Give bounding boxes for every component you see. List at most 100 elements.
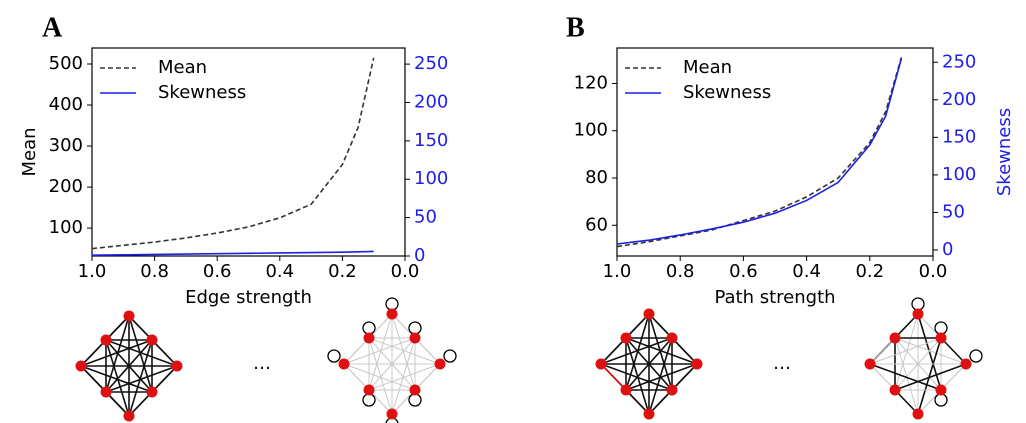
network-edge <box>128 391 153 417</box>
self-loop <box>362 393 376 407</box>
panel-label: A <box>42 12 63 43</box>
legend-label: Mean <box>158 57 207 78</box>
network-diagram <box>595 308 703 420</box>
y2-tick-label: 200 <box>942 89 976 110</box>
network-node <box>434 358 446 370</box>
y-tick-label: 500 <box>49 53 83 74</box>
network-node <box>75 360 87 372</box>
legend-label: Skewness <box>683 82 771 103</box>
network-node <box>666 384 678 396</box>
x-tick-label: 0.4 <box>792 261 821 282</box>
network-node <box>643 308 655 320</box>
x-axis-label: Edge strength <box>185 287 312 308</box>
network-edge <box>80 339 107 367</box>
x-tick-label: 0.4 <box>265 261 294 282</box>
y2-axis-label: Skewness <box>994 108 1015 196</box>
y-tick-label: 300 <box>49 135 83 156</box>
network-edge <box>343 337 370 365</box>
network-node <box>935 332 947 344</box>
y-tick-label: 200 <box>49 176 83 197</box>
y2-tick-label: 0 <box>942 239 953 260</box>
panel-label: B <box>566 12 585 43</box>
network-node <box>409 384 421 396</box>
network-node <box>386 408 398 420</box>
x-tick-label: 0.6 <box>729 261 758 282</box>
y-tick-label: 80 <box>585 167 608 188</box>
network-node <box>935 384 947 396</box>
network-edge <box>894 363 967 391</box>
network-edge <box>600 337 673 365</box>
network-node <box>171 360 183 372</box>
network-edge <box>105 391 130 417</box>
x-tick-label: 1.0 <box>78 261 107 282</box>
network-node <box>864 358 876 370</box>
network-node <box>123 310 135 322</box>
network-edge <box>671 337 698 365</box>
network-edge <box>600 337 627 365</box>
x-tick-label: 0.2 <box>328 261 357 282</box>
network-edge <box>128 339 153 417</box>
network-node <box>123 410 135 422</box>
network-edge <box>368 313 393 391</box>
network-node <box>409 332 421 344</box>
self-loop <box>969 349 983 363</box>
network-edge <box>368 389 393 415</box>
network-node <box>620 384 632 396</box>
network-diagram <box>864 297 983 420</box>
network-edge <box>648 337 673 415</box>
y-tick-label: 120 <box>574 72 608 93</box>
series-line <box>91 250 374 257</box>
x-axis-label: Path strength <box>714 287 835 308</box>
network-node <box>386 308 398 320</box>
network-node <box>363 384 375 396</box>
network-edge <box>391 389 416 415</box>
network-node <box>691 358 703 370</box>
network-edge <box>391 313 416 391</box>
y2-tick-label: 150 <box>414 130 448 151</box>
network-edge <box>917 313 942 391</box>
network-edge <box>343 337 416 365</box>
network-edge <box>391 337 416 415</box>
self-loop <box>385 297 399 311</box>
plot-frame <box>91 47 406 257</box>
x-tick-label: 0.0 <box>919 261 948 282</box>
network-edge <box>648 389 673 415</box>
y2-tick-label: 200 <box>414 91 448 112</box>
network-node <box>666 332 678 344</box>
x-tick-label: 0.2 <box>855 261 884 282</box>
y2-tick-label: 50 <box>942 201 965 222</box>
network-node <box>643 408 655 420</box>
legend-label: Mean <box>683 57 732 78</box>
network-node <box>100 334 112 346</box>
self-loop <box>443 349 457 363</box>
network-node <box>889 332 901 344</box>
network-node <box>912 308 924 320</box>
network-node <box>889 384 901 396</box>
y-tick-label: 400 <box>49 94 83 115</box>
legend-label: Skewness <box>158 82 246 103</box>
y2-tick-label: 50 <box>414 207 437 228</box>
network-edge <box>625 389 650 415</box>
network-diagram <box>327 297 457 423</box>
x-tick-label: 0.8 <box>140 261 169 282</box>
network-edge <box>917 389 942 415</box>
ellipsis: … <box>773 353 791 374</box>
network-node <box>146 334 158 346</box>
x-tick-label: 1.0 <box>603 261 632 282</box>
y2-tick-label: 250 <box>414 53 448 74</box>
network-node <box>363 332 375 344</box>
network-edge <box>368 337 393 415</box>
x-tick-label: 0.0 <box>391 261 420 282</box>
x-tick-label: 0.8 <box>666 261 695 282</box>
y-axis-label: Mean <box>19 127 40 176</box>
y-tick-label: 60 <box>585 214 608 235</box>
network-edge <box>600 363 673 391</box>
network-node <box>146 386 158 398</box>
network-edge <box>343 363 416 391</box>
network-edge <box>80 365 153 393</box>
network-node <box>338 358 350 370</box>
network-edge <box>869 337 942 365</box>
network-node <box>100 386 112 398</box>
self-loop <box>934 393 948 407</box>
